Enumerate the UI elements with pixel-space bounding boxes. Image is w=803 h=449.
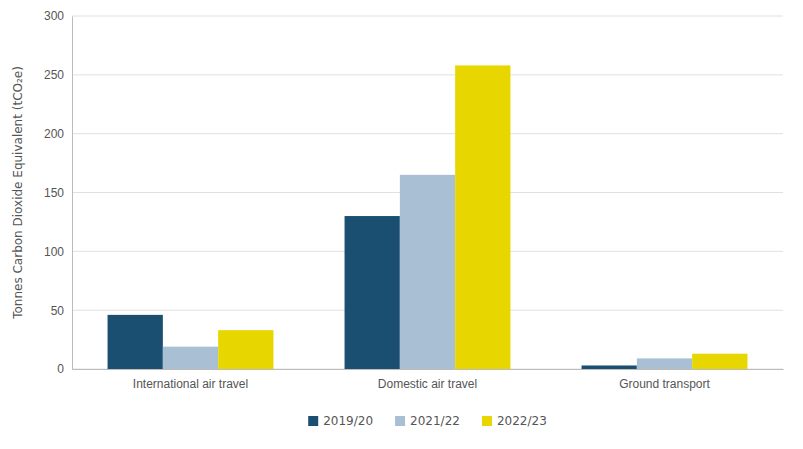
legend-swatch	[395, 416, 405, 426]
bar	[692, 354, 747, 369]
x-axis: International air travel Domestic air tra…	[73, 370, 784, 391]
grid-line	[72, 16, 783, 17]
legend-item: 2022/23	[482, 414, 547, 428]
legend-item: 2021/22	[395, 414, 460, 428]
y-axis-line	[72, 17, 73, 370]
y-tick-label: 0	[57, 362, 64, 376]
y-tick: 300	[44, 9, 72, 23]
legend-label: 2022/23	[497, 414, 547, 428]
y-tick-label: 50	[51, 304, 65, 318]
bars	[108, 65, 748, 369]
y-tick-label: 150	[44, 186, 64, 200]
legend-label: 2021/22	[410, 414, 460, 428]
y-tick-label: 300	[44, 9, 64, 23]
bar	[163, 347, 218, 369]
y-tick: 150	[44, 186, 72, 200]
y-tick: 250	[44, 68, 72, 82]
x-tick-label: Ground transport	[619, 377, 710, 391]
legend: 2019/20 2021/22 2022/23	[308, 414, 547, 428]
y-axis-title: Tonnes Carbon Dioxide Equivalent (tCO₂e)	[11, 66, 25, 320]
bar	[455, 65, 510, 369]
x-tick-label: International air travel	[133, 377, 248, 391]
legend-swatch	[308, 416, 318, 426]
bar	[345, 216, 400, 369]
y-tick-label: 100	[44, 245, 64, 259]
bar	[582, 365, 637, 369]
x-tick-label: Domestic air travel	[378, 377, 477, 391]
grid-line	[72, 133, 783, 134]
bar	[218, 330, 273, 369]
plot: 0 50 100 150 200 250 300 International air trav…	[44, 9, 784, 390]
y-tick: 0	[57, 362, 72, 376]
grid	[72, 16, 783, 369]
legend-label: 2019/20	[323, 414, 373, 428]
y-tick-label: 200	[44, 127, 64, 141]
bar-series	[163, 175, 692, 369]
x-tick: International air travel	[133, 377, 248, 391]
y-tick-label: 250	[44, 68, 64, 82]
bar-series	[108, 216, 637, 369]
x-axis-line	[73, 369, 784, 370]
y-tick: 100	[44, 245, 72, 259]
y-axis: 0 50 100 150 200 250 300	[44, 9, 73, 376]
bar	[108, 315, 163, 369]
legend-item: 2019/20	[308, 414, 373, 428]
bar	[637, 358, 692, 369]
y-tick: 200	[44, 127, 72, 141]
x-tick: Domestic air travel	[378, 377, 477, 391]
x-tick: Ground transport	[619, 377, 710, 391]
bar	[400, 175, 455, 369]
grid-line	[72, 74, 783, 75]
y-tick: 50	[51, 304, 72, 318]
bar-series	[218, 65, 747, 369]
legend-swatch	[482, 416, 492, 426]
chart: 0 50 100 150 200 250 300 International air trav…	[0, 0, 803, 449]
